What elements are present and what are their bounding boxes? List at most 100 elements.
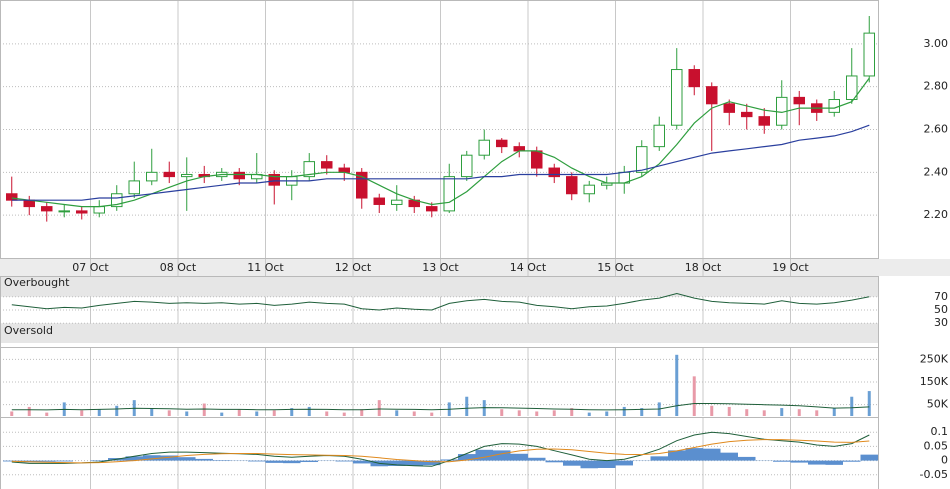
volume-bar [570,408,574,416]
volume-bar [832,408,836,416]
macd-histogram-bar [300,460,318,463]
macd-histogram-bar [125,456,143,461]
macd-histogram-bar [440,459,458,461]
candle-body [828,99,840,113]
volume-bar [45,412,49,416]
candle-body [496,139,508,148]
candle-body [548,167,560,178]
volume-bar [727,406,731,416]
panel [0,417,879,489]
volume-bar [167,410,171,416]
macd-histogram-bar [685,448,703,461]
macd-histogram-bar [790,460,808,463]
volume-bar [745,409,749,416]
macd-histogram-bar [475,449,493,461]
volume-bar [97,409,101,416]
volume-bar [307,406,311,416]
volume-bar [27,406,31,416]
candle-body [128,180,140,195]
volume-bar [517,410,521,416]
macd-histogram-bar [493,450,511,461]
candle-body [583,184,595,195]
volume-bar [202,403,206,416]
candle-body [76,210,88,214]
candle-body [41,206,53,212]
candle-body [636,146,648,173]
macd-histogram-bar [405,460,423,466]
macd-histogram-bar [213,460,231,461]
candle-body [741,111,753,118]
candle-body [268,173,280,186]
y-tick-label: 2.60 [924,123,949,136]
macd-histogram-bar [738,456,756,461]
volume-bar [867,391,871,416]
x-tick-label: 08 Oct [160,261,197,274]
candle-body [391,199,403,205]
candle-body [846,75,858,101]
x-tick-label: 15 Oct [597,261,634,274]
macd-histogram-bar [335,460,353,462]
y-tick-label: 0 [941,454,948,467]
candle-body [233,171,245,180]
macd-histogram-bar [703,448,721,461]
macd-histogram-bar [563,460,581,466]
candle-body [863,32,875,77]
volume-bar [185,411,189,416]
x-tick-label: 18 Oct [685,261,722,274]
candle-body [793,96,805,105]
macd-histogram-bar [388,460,406,466]
volume-average-line [11,403,870,411]
volume-bar [412,411,416,416]
moving-average-line [11,77,870,208]
moving-average-line [11,124,870,201]
volume-bar [710,405,714,416]
macd-histogram-bar [3,460,21,462]
macd-histogram-bar [248,460,266,462]
macd-histogram-bar [55,460,73,462]
volume-bar [10,411,14,416]
macd-histogram-bar [265,460,283,463]
volume-bar [797,409,801,416]
volume-bar [780,408,784,416]
macd-histogram-bar [825,460,843,465]
y-tick-label: 0.1 [931,425,949,438]
macd-histogram-bar [598,460,616,468]
candle-body [321,161,333,169]
volume-bar [605,411,609,416]
x-tick-label: 12 Oct [335,261,372,274]
overbought-label: Overbought [4,276,70,289]
y-tick-label: 2.80 [924,80,949,93]
macd-line [11,431,870,467]
y-tick-label: 70 [934,290,948,303]
macd-histogram-bar [458,454,476,461]
volume-bar [290,408,294,416]
volume-bar [552,410,556,416]
macd-histogram-bar [143,455,161,461]
volume-bar [325,411,329,416]
candle-body [426,206,438,212]
macd-line [11,439,870,464]
volume-bar [395,410,399,416]
candle-body [163,171,175,178]
y-tick-label: 0.05 [924,439,949,452]
macd-histogram-bar [668,450,686,461]
volume-bar [815,410,819,416]
macd-histogram-bar [545,460,563,463]
volume-bar [762,410,766,416]
macd-histogram-bar [528,457,546,461]
y-tick-label: 250K [920,352,949,365]
x-tick-label: 07 Oct [72,261,109,274]
volume-bar [342,412,346,416]
candle-body [478,139,490,156]
macd-histogram-bar [808,460,826,465]
volume-bar [115,405,119,416]
candle-body [356,171,368,199]
oversold-label: Oversold [4,324,53,337]
candle-body [531,150,543,169]
macd-histogram-bar [860,454,878,461]
volume-bar [255,411,259,416]
rsi-line [11,292,870,311]
candle-body [146,171,158,182]
x-tick-label: 11 Oct [247,261,284,274]
y-tick-label: 30 [934,316,948,329]
